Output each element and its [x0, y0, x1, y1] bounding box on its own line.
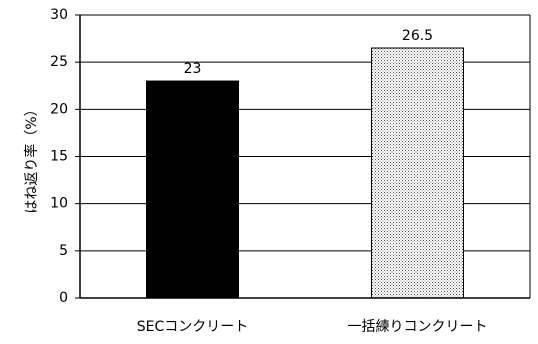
labels: 23 SECコンクリート 26.5 一括練りコンクリート	[137, 28, 488, 335]
bar-1	[146, 80, 239, 299]
y-axis-label: はね返り率（%）	[23, 102, 40, 213]
bar-2	[371, 47, 464, 299]
y-tick-label: 30	[50, 7, 68, 23]
y-tick-label: 20	[50, 101, 68, 117]
y-tick-label: 10	[50, 196, 68, 212]
data-label-2: 26.5	[402, 28, 433, 44]
y-tick-label: 15	[50, 149, 68, 165]
y-tick-label: 25	[50, 54, 68, 70]
category-label-2: 一括練りコンクリート	[348, 319, 488, 335]
y-tick-label: 0	[59, 290, 68, 306]
y-axis-ticks: 0 5 10 15 20 25 30	[50, 7, 80, 306]
category-label-1: SECコンクリート	[137, 319, 249, 335]
bars	[146, 47, 464, 299]
y-tick-label: 5	[59, 243, 68, 259]
data-label-1: 23	[184, 61, 202, 77]
